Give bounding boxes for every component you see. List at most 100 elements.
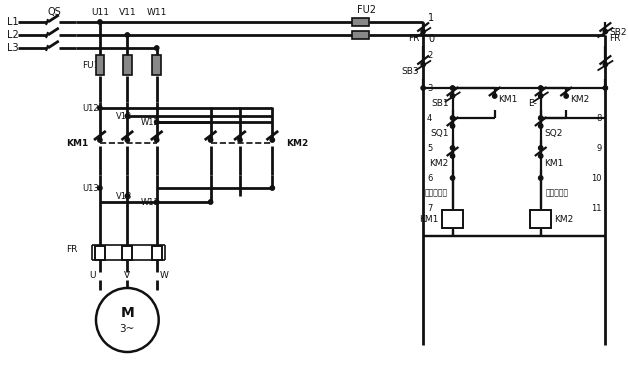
Text: 7: 7 <box>427 204 433 212</box>
Text: 11: 11 <box>591 204 602 212</box>
Circle shape <box>154 120 159 124</box>
Text: W12: W12 <box>141 118 160 127</box>
Circle shape <box>98 20 102 24</box>
Text: KM2: KM2 <box>286 138 308 148</box>
Circle shape <box>421 29 425 34</box>
Circle shape <box>450 154 455 158</box>
Bar <box>152 246 161 260</box>
Text: V: V <box>124 272 131 280</box>
Bar <box>95 55 104 75</box>
Circle shape <box>238 138 242 142</box>
Text: QS: QS <box>48 7 62 17</box>
Text: W11: W11 <box>146 7 167 17</box>
Circle shape <box>125 194 129 198</box>
Circle shape <box>270 138 274 142</box>
Circle shape <box>450 176 455 180</box>
Circle shape <box>154 138 159 142</box>
Text: FR: FR <box>67 246 78 255</box>
Bar <box>441 210 463 228</box>
Circle shape <box>539 116 543 120</box>
Text: 反向过力矩: 反向过力矩 <box>546 188 569 198</box>
Text: V11: V11 <box>119 7 136 17</box>
Circle shape <box>154 200 159 204</box>
Text: KM1: KM1 <box>420 215 439 223</box>
Text: SB1: SB1 <box>431 98 448 108</box>
Circle shape <box>539 154 543 158</box>
Text: 6: 6 <box>427 174 433 182</box>
Bar <box>153 55 161 75</box>
Circle shape <box>208 138 213 142</box>
Circle shape <box>539 146 543 150</box>
Circle shape <box>125 114 129 118</box>
Text: U11: U11 <box>91 7 109 17</box>
Text: 9: 9 <box>596 144 602 152</box>
Bar <box>352 31 369 39</box>
Text: L1: L1 <box>7 17 18 27</box>
Circle shape <box>492 94 497 98</box>
Circle shape <box>539 124 543 128</box>
Text: KM1: KM1 <box>544 158 564 168</box>
Text: KM2: KM2 <box>570 94 589 104</box>
Text: 5: 5 <box>427 144 432 152</box>
Circle shape <box>154 46 159 50</box>
Text: KM1: KM1 <box>67 138 89 148</box>
Text: 10: 10 <box>591 174 602 182</box>
Text: FR: FR <box>408 34 420 43</box>
Circle shape <box>96 288 159 352</box>
Text: V13: V13 <box>116 192 132 201</box>
Text: 1: 1 <box>428 13 434 23</box>
Text: FU1: FU1 <box>82 61 100 70</box>
Text: 2: 2 <box>427 50 432 60</box>
Text: KM2: KM2 <box>430 158 448 168</box>
Text: L2: L2 <box>7 30 19 40</box>
Text: SQ2: SQ2 <box>544 128 563 138</box>
Circle shape <box>98 106 102 110</box>
Circle shape <box>421 62 425 67</box>
Text: FU2: FU2 <box>357 5 376 15</box>
Text: FR: FR <box>609 34 620 43</box>
Text: U: U <box>89 272 95 280</box>
Circle shape <box>450 124 455 128</box>
Circle shape <box>450 116 455 120</box>
Circle shape <box>98 186 102 190</box>
Text: 0: 0 <box>428 34 434 44</box>
Text: SB3: SB3 <box>402 67 420 76</box>
Text: 4: 4 <box>427 114 432 122</box>
Circle shape <box>125 138 129 142</box>
Bar <box>123 55 132 75</box>
Text: W13: W13 <box>141 198 160 206</box>
Text: V12: V12 <box>116 111 132 121</box>
Circle shape <box>450 86 455 90</box>
Circle shape <box>539 94 543 98</box>
Bar <box>530 210 551 228</box>
Text: 3: 3 <box>427 84 433 92</box>
Text: SQ1: SQ1 <box>430 128 448 138</box>
Circle shape <box>604 29 607 34</box>
Circle shape <box>270 186 274 190</box>
Circle shape <box>125 33 129 37</box>
Circle shape <box>208 200 213 204</box>
Text: U13: U13 <box>82 184 99 192</box>
Circle shape <box>539 176 543 180</box>
Bar <box>352 18 369 26</box>
Circle shape <box>421 86 425 90</box>
Circle shape <box>604 86 607 90</box>
Text: E-: E- <box>528 98 537 108</box>
Circle shape <box>450 146 455 150</box>
Text: L3: L3 <box>7 43 18 53</box>
Circle shape <box>539 86 543 90</box>
Text: U12: U12 <box>82 104 99 112</box>
Circle shape <box>564 94 568 98</box>
Bar <box>95 246 105 260</box>
Text: 8: 8 <box>596 114 602 122</box>
Text: M: M <box>121 306 134 320</box>
Text: KM1: KM1 <box>499 94 518 104</box>
Text: W: W <box>160 272 169 280</box>
Circle shape <box>450 94 455 98</box>
Text: KM2: KM2 <box>555 215 573 223</box>
Text: 正向过力矩: 正向过力矩 <box>425 188 448 198</box>
Circle shape <box>604 62 607 67</box>
Circle shape <box>98 138 102 142</box>
Text: 3~: 3~ <box>120 324 135 334</box>
Bar <box>122 246 133 260</box>
